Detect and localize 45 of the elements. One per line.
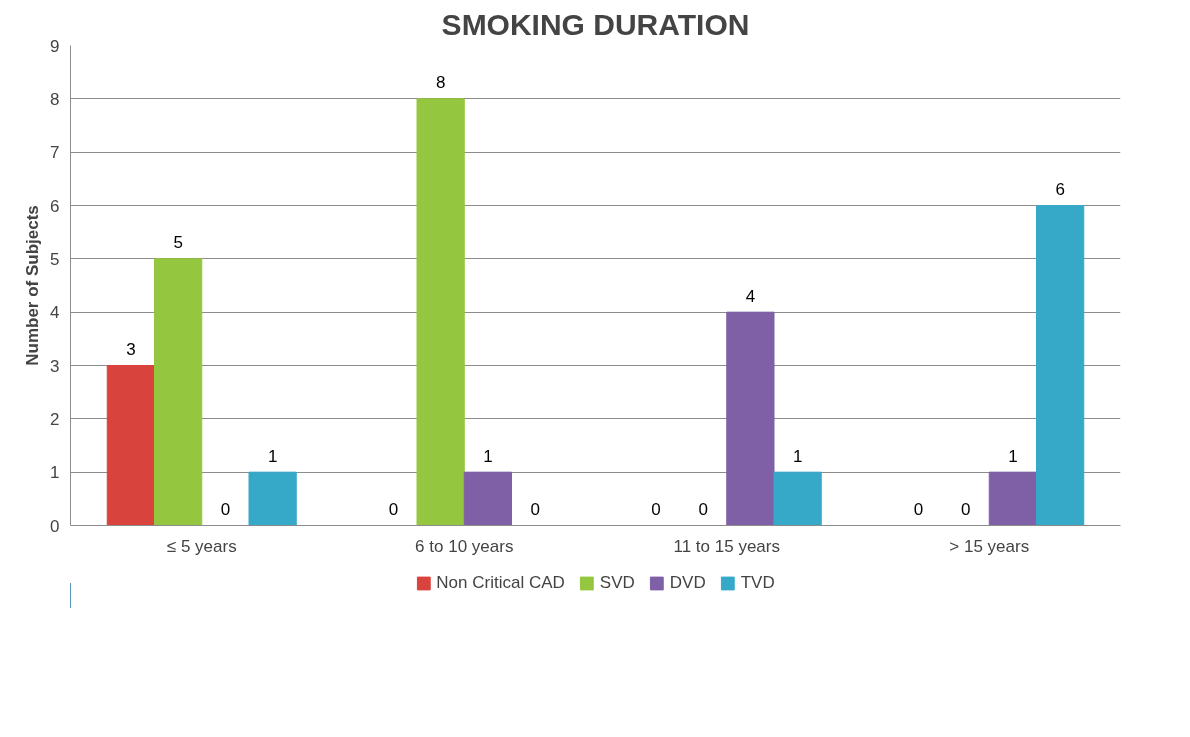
x-tick-label: > 15 years [949,536,1030,556]
data-label: 6 [1055,179,1065,199]
data-label: 0 [913,499,924,519]
data-label: 8 [435,73,446,93]
y-tick-label: 5 [50,249,60,269]
data-label: 0 [960,499,971,519]
bar [416,98,465,526]
y-tick-label: 9 [50,36,60,56]
bar [106,365,155,526]
legend-label: SVD [599,573,635,593]
y-tick-label: 3 [50,356,60,376]
bar [154,258,203,526]
data-label: 0 [651,499,661,519]
x-tick-label: 6 to 10 years [415,536,514,556]
data-label: 0 [388,499,399,519]
data-label: 1 [792,446,803,466]
bar [726,311,775,526]
data-label: 4 [745,286,756,306]
data-label: 3 [126,339,136,359]
data-label: 1 [1008,446,1018,466]
data-label: 0 [698,499,708,519]
y-tick-label: 8 [50,89,60,109]
legend-label: DVD [669,573,706,593]
legend-label: TVD [740,573,775,593]
y-tick-label: 4 [50,303,60,323]
y-tick-label: 0 [50,516,60,536]
y-tick-label: 7 [50,143,60,163]
data-label: 5 [173,233,183,253]
bar [773,471,822,526]
data-label: 0 [220,499,231,519]
data-label: 1 [267,446,278,466]
y-tick-label: 1 [50,463,60,483]
y-axis-title: Number of Subjects [23,205,43,366]
data-label: 0 [530,499,540,519]
bar [1036,205,1085,526]
legend-label: Non Critical CAD [436,573,565,593]
data-label: 1 [483,446,493,466]
chart-title: SMOKING DURATION [441,7,750,41]
bar [248,471,297,526]
bar [988,471,1037,526]
x-tick-label: 11 to 15 years [673,536,780,556]
x-tick-label: ≤ 5 years [166,536,237,556]
bar [463,471,512,526]
y-tick-label: 2 [50,409,60,429]
y-tick-label: 6 [50,196,60,216]
